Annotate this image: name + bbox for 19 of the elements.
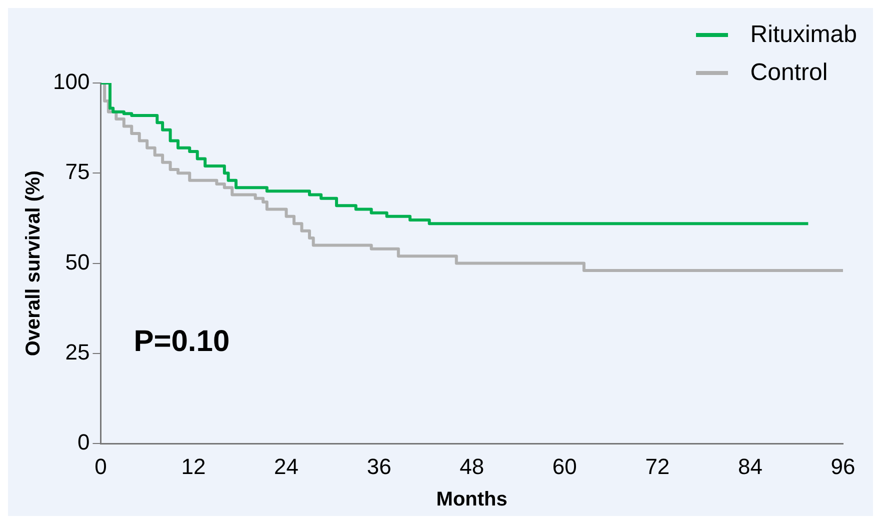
x-tick-label: 12	[181, 454, 206, 479]
x-tick-label: 72	[645, 454, 670, 479]
legend-label: Control	[750, 59, 828, 87]
y-tick-label: 50	[65, 249, 90, 274]
annotation: P=0.10	[134, 324, 230, 358]
x-tick-label: 48	[460, 454, 484, 479]
y-tick-label: 0	[77, 430, 90, 455]
legend-label: Rituximab	[750, 21, 857, 49]
x-tick-label: 96	[830, 454, 856, 479]
x-tick-label: 0	[94, 454, 107, 479]
y-tick-label: 25	[65, 340, 90, 365]
x-tick-label: 24	[274, 454, 299, 479]
x-tick-label: 36	[366, 454, 392, 479]
x-axis-title: Months	[436, 488, 508, 511]
x-tick-label: 84	[738, 454, 762, 479]
y-tick-label: 75	[65, 159, 90, 184]
x-tick-label: 60	[552, 454, 577, 479]
y-tick-label: 100	[52, 69, 90, 94]
y-axis-title: Overall survival (%)	[22, 170, 45, 356]
